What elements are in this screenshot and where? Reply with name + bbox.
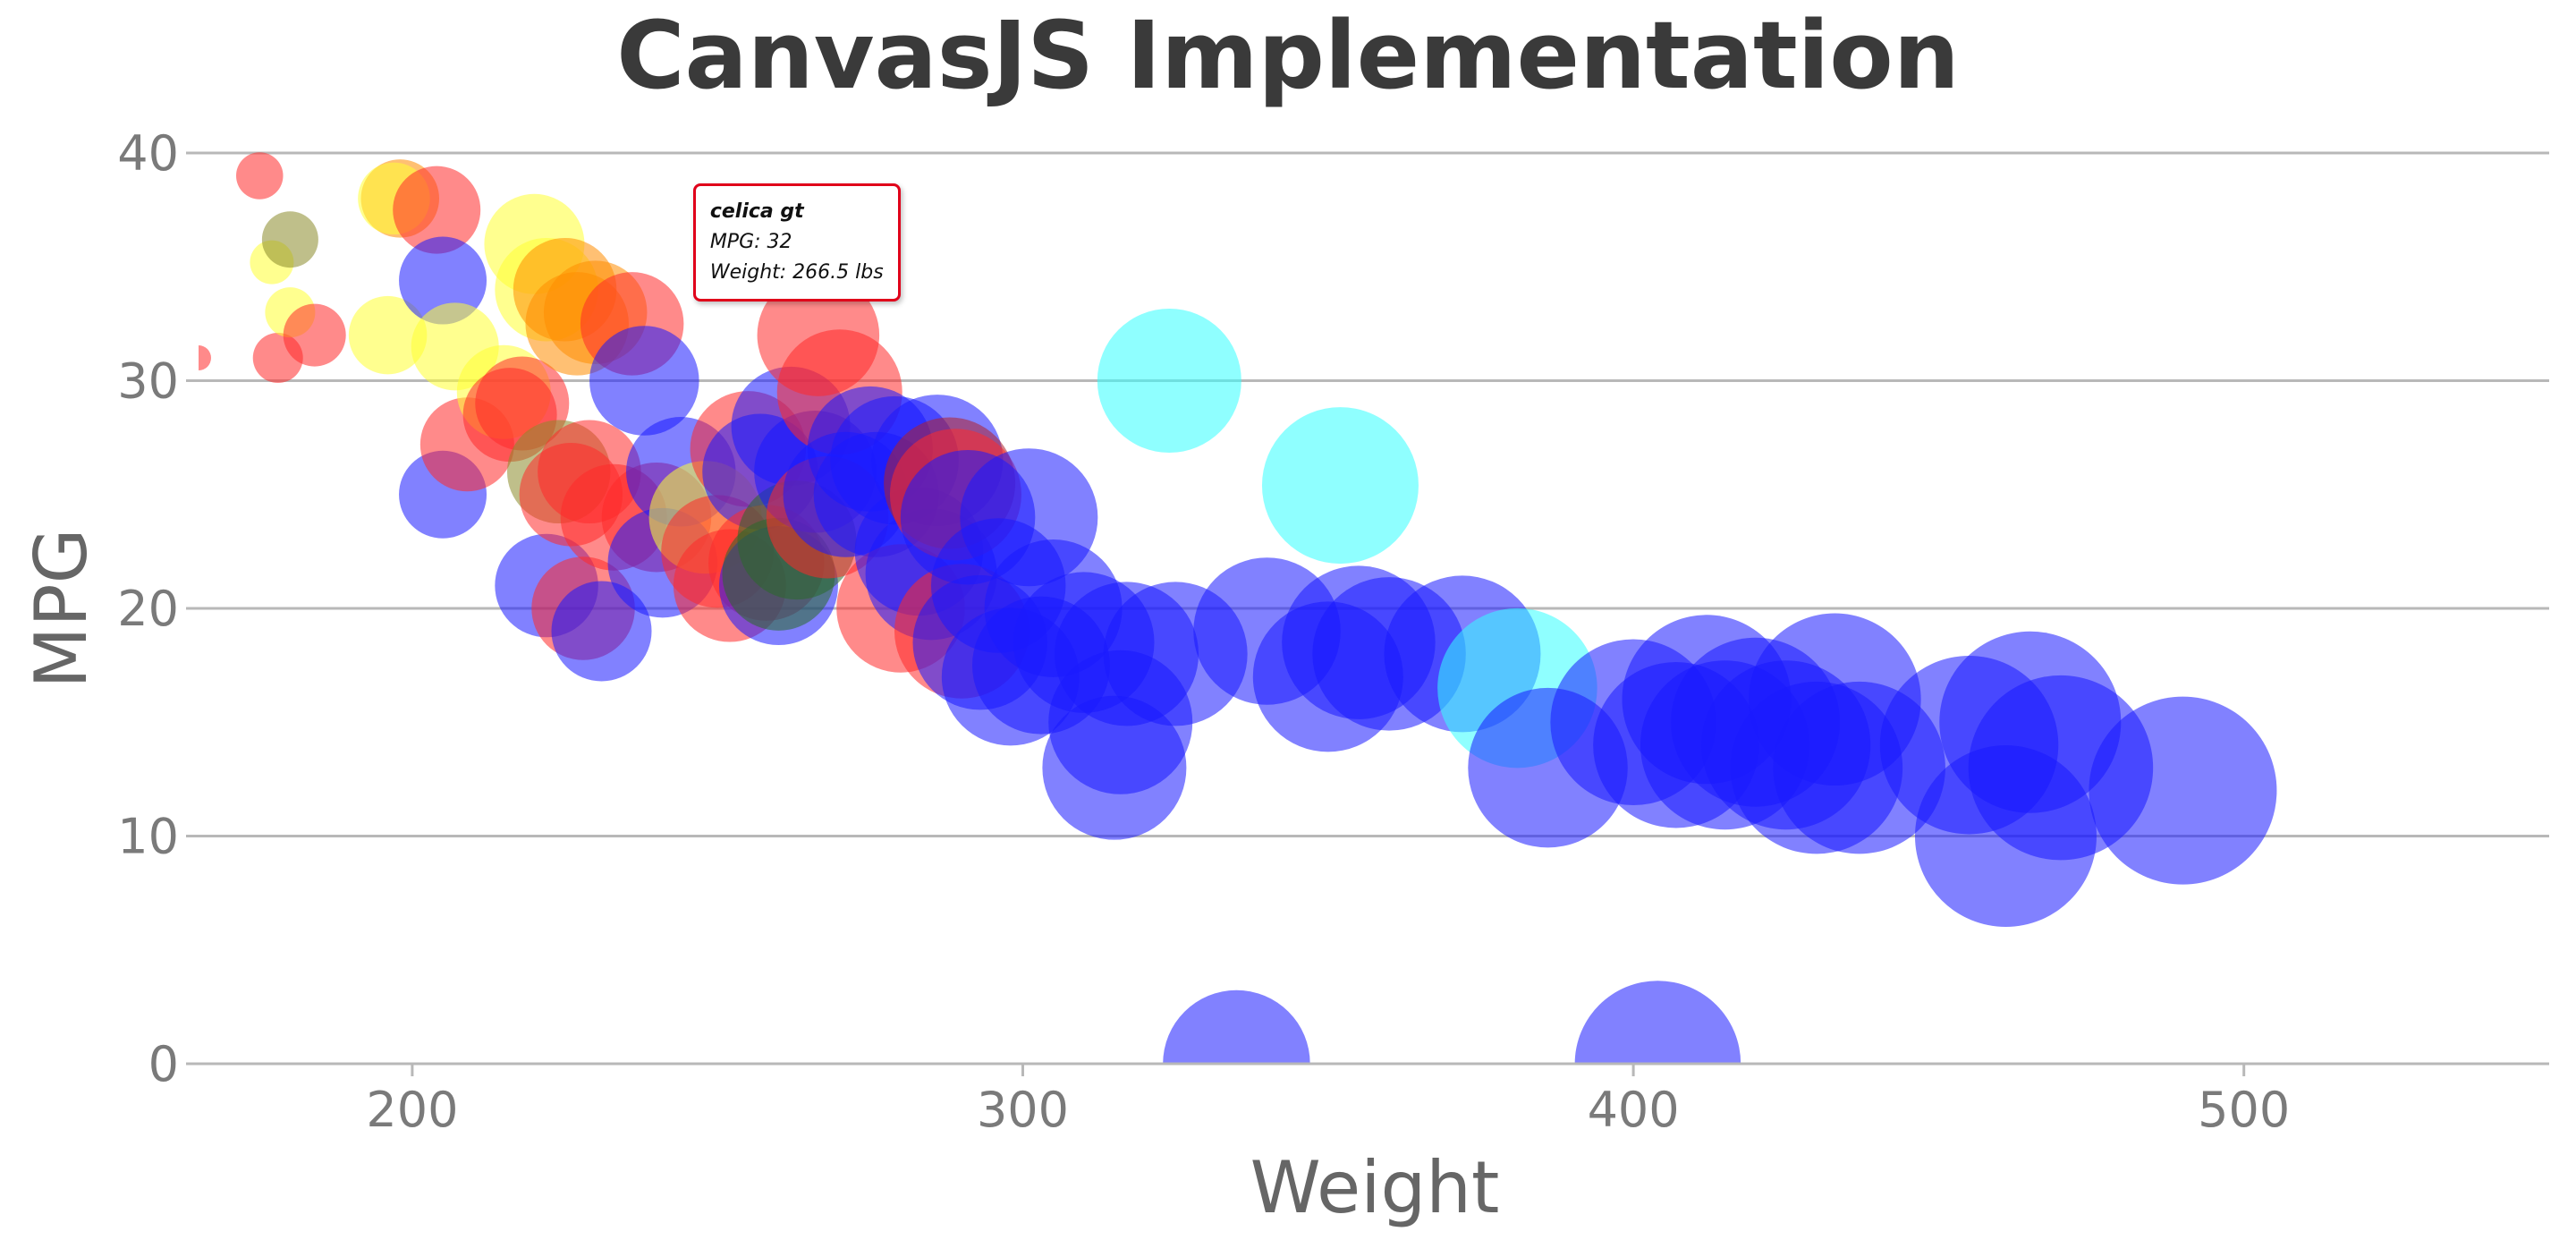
bubble-point[interactable] (261, 211, 318, 268)
bubble-point[interactable] (589, 326, 699, 436)
axes: 0 10 20 30 40 200 300 400 500 (117, 125, 2549, 1138)
y-tick-label: 30 (117, 353, 179, 410)
data-tooltip: celica gt MPG: 32 Weight: 266.5 lbs (692, 183, 901, 302)
bubble-point[interactable] (2089, 696, 2277, 885)
x-tick-label: 400 (1588, 1082, 1680, 1138)
x-axis-title: Weight (1250, 1146, 1500, 1229)
bubble-series (186, 152, 2277, 1147)
bubble-point[interactable] (348, 295, 428, 375)
bubble-point[interactable] (1097, 309, 1241, 453)
bubble-point[interactable] (1574, 981, 1741, 1147)
bubble-point[interactable] (393, 166, 481, 254)
chart-title: CanvasJS Implementation (616, 1, 1960, 110)
x-tick-label: 500 (2198, 1082, 2290, 1138)
y-axis-title: MPG (20, 528, 103, 688)
x-tick-label: 200 (366, 1082, 458, 1138)
bubble-point[interactable] (186, 345, 211, 371)
bubble-point[interactable] (399, 236, 487, 325)
y-tick-label: 10 (117, 809, 179, 865)
tooltip-mpg: MPG: 32 (709, 230, 792, 253)
x-tick-label: 300 (977, 1082, 1069, 1138)
bubble-point[interactable] (283, 303, 346, 367)
bubble-point[interactable] (551, 581, 652, 682)
y-tick-label: 0 (148, 1036, 179, 1092)
tooltip-weight: Weight: 266.5 lbs (709, 260, 884, 284)
bubble-point[interactable] (1163, 989, 1310, 1138)
y-tick-label: 20 (117, 581, 179, 637)
bubble-point[interactable] (236, 152, 284, 200)
y-tick-label: 40 (117, 125, 179, 182)
tooltip-name: celica gt (709, 200, 804, 223)
bubble-point[interactable] (1261, 407, 1419, 565)
